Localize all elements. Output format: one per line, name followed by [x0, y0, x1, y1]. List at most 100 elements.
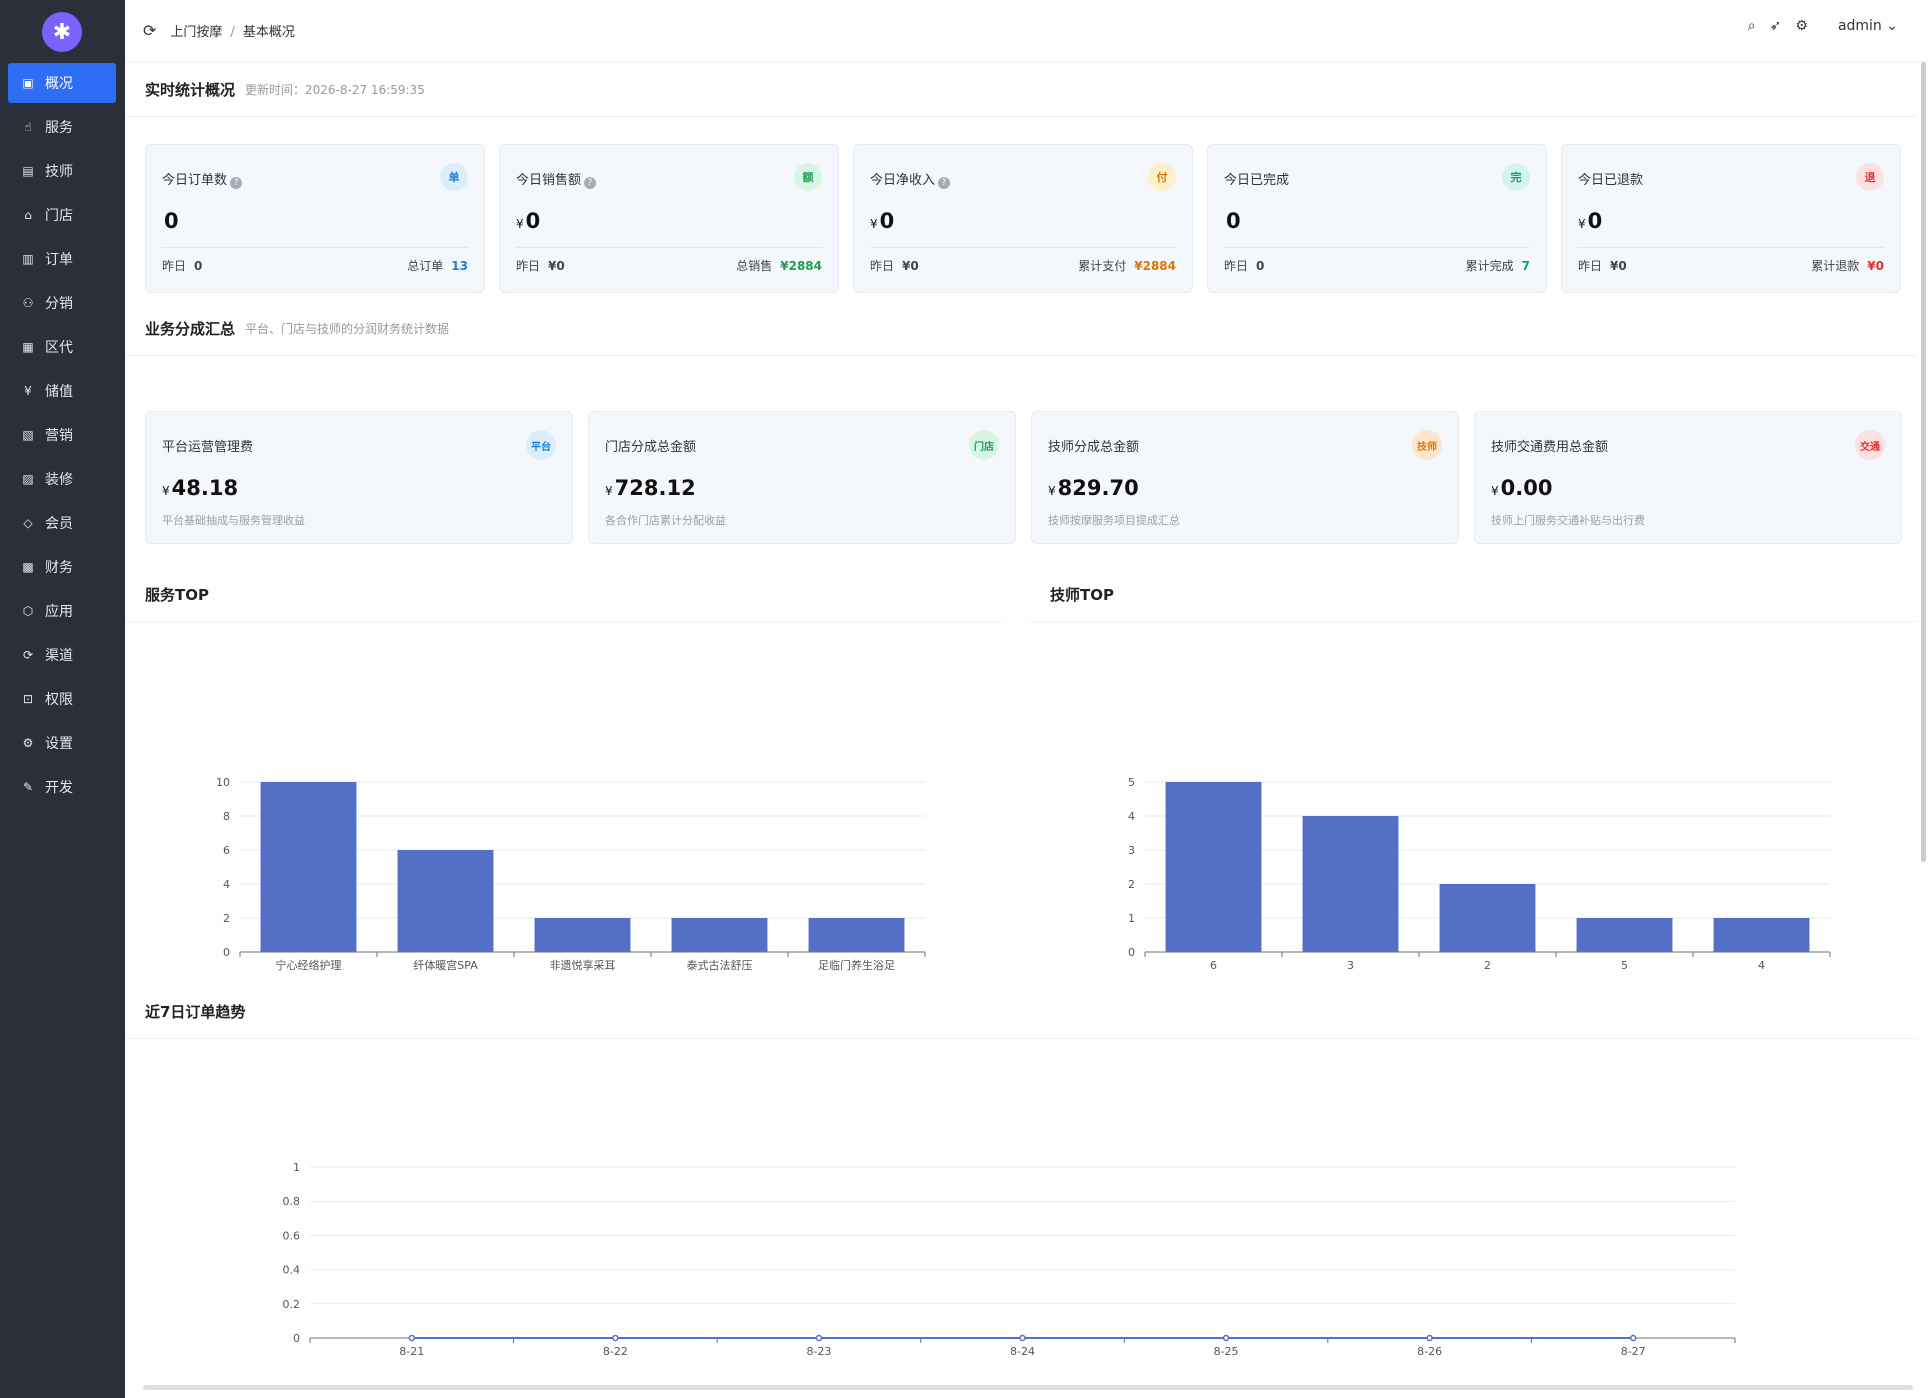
commission-card: 门店分成总金额 门店 ¥728.12 各合作门店累计分配收益 [588, 411, 1016, 544]
trend-section-header: 近7日订单趋势 [125, 984, 1917, 1039]
refresh-icon[interactable]: ⟳ [143, 21, 157, 40]
commission-value-number: 0.00 [1500, 476, 1553, 500]
currency-symbol: ¥ [1578, 217, 1586, 231]
sidebar-item[interactable]: ⚙ 设置 [8, 723, 116, 763]
sidebar-item-label: 开发 [45, 780, 73, 796]
breadcrumb-item-current: 基本概况 [242, 25, 295, 40]
commission-label: 技师分成总金额 [1048, 440, 1140, 455]
data-point [1019, 1334, 1026, 1342]
ticket-icon: ▧ [22, 428, 34, 442]
bar [397, 850, 494, 952]
yesterday-value: ¥0 [1610, 259, 1627, 273]
stat-tag: 退 [1856, 163, 1884, 191]
stat-value-number: 0 [164, 209, 179, 233]
search-icon[interactable]: ⌕ [1747, 18, 1756, 34]
stat-value-number: 0 [1226, 209, 1241, 233]
stat-value: 0 [1224, 209, 1241, 233]
tech-top-chart: 0 1 2 3 4 5 6 3 2 5 4 [1128, 776, 1831, 972]
sidebar-item[interactable]: ¥ 储值 [8, 371, 116, 411]
sidebar-item-label: 分销 [45, 296, 73, 312]
sidebar-item-label: 应用 [45, 604, 73, 620]
stat-card: 今日已退款 退 ¥0 昨日 ¥0 累计退款 ¥0 [1561, 144, 1901, 293]
stat-label: 今日已完成 [1224, 169, 1289, 188]
x-tick-label: 非遗悦享采耳 [550, 958, 616, 972]
data-point [815, 1334, 823, 1342]
sidebar-item[interactable]: ⟳ 渠道 [8, 635, 116, 675]
y-tick-label: 2 [1128, 878, 1135, 891]
horizontal-scrollbar[interactable] [143, 1385, 1913, 1390]
sidebar-item[interactable]: ☝ 服务 [8, 107, 116, 147]
stat-value: ¥0 [1578, 209, 1602, 233]
user-menu[interactable]: admin ⌄ [1838, 18, 1898, 34]
commission-value-number: 48.18 [171, 476, 239, 500]
breadcrumb-item-root[interactable]: 上门按摩 [170, 25, 223, 40]
stat-footer: 昨日 ¥0 总销售 ¥2884 [516, 257, 822, 274]
sidebar-item[interactable]: ◇ 会员 [8, 503, 116, 543]
stat-label: 今日订单数? [162, 169, 243, 189]
stat-label-text: 今日已完成 [1224, 173, 1290, 188]
sidebar-item[interactable]: ▨ 装修 [8, 459, 116, 499]
bar [1713, 918, 1810, 952]
main-content: 实时统计概况 更新时间：2026-8-27 16:59:35 今日订单数? 单 0 昨… [125, 62, 1917, 1398]
x-tick-label: 5 [1621, 959, 1628, 972]
yesterday-label: 昨日 [1224, 259, 1249, 273]
bar [1165, 782, 1262, 952]
x-tick-label: 2 [1484, 959, 1491, 972]
x-tick-label: 宁心经络护理 [276, 958, 342, 972]
rocket-icon[interactable]: ➶ [1769, 18, 1782, 34]
stat-tag: 付 [1148, 163, 1176, 191]
help-icon[interactable]: ? [584, 177, 597, 189]
stat-value-number: 0 [879, 209, 895, 233]
section-subtitle: 平台、门店与技师的分润财务统计数据 [245, 321, 450, 336]
sidebar-item-label: 会员 [45, 516, 73, 532]
sidebar-item[interactable]: ▣ 概况 [8, 63, 116, 103]
stat-label: 今日净收入? [870, 169, 951, 189]
tech-top-header: 技师TOP [1030, 567, 1917, 622]
y-tick-label: 0.6 [283, 1229, 301, 1242]
yesterday-label: 昨日 [162, 259, 187, 273]
brush-icon: ▨ [22, 472, 34, 486]
total-value: ¥2884 [1134, 259, 1176, 273]
sidebar-item[interactable]: ▤ 技师 [8, 151, 116, 191]
total-value: ¥0 [1867, 259, 1884, 273]
data-point [612, 1334, 619, 1342]
trend-chart: 0 0.2 0.4 0.6 0.8 1 8-21 8-22 8-23 8-24 8-25 8-26 8-… [283, 1161, 1736, 1358]
sidebar-item[interactable]: ▥ 订单 [8, 239, 116, 279]
stat-value: 0 [162, 209, 179, 233]
top-header: ⟳ 上门按摩 / 基本概况 ⌕ ➶ ⚙ admin ⌄ [125, 0, 1928, 62]
app-logo-icon[interactable]: ✱ [42, 12, 82, 52]
stat-footer: 昨日 ¥0 累计退款 ¥0 [1578, 257, 1884, 274]
help-icon[interactable]: ? [230, 177, 243, 189]
sidebar-item[interactable]: ⚇ 分销 [8, 283, 116, 323]
gear-icon[interactable]: ⚙ [1795, 18, 1808, 34]
bar [1439, 884, 1536, 952]
store-icon: ⌂ [24, 208, 32, 222]
stat-footer: 昨日 ¥0 累计支付 ¥2884 [870, 257, 1176, 274]
help-icon[interactable]: ? [938, 177, 951, 189]
sidebar-item-label: 门店 [45, 208, 73, 224]
y-tick-label: 0 [223, 946, 230, 959]
x-tick-label: 4 [1758, 959, 1765, 972]
sidebar-item[interactable]: ✎ 开发 [8, 767, 116, 807]
total-label: 总销售 [736, 259, 773, 273]
sidebar-item-label: 储值 [45, 384, 73, 400]
sidebar-item[interactable]: ⊡ 权限 [8, 679, 116, 719]
vertical-scrollbar[interactable] [1921, 62, 1926, 862]
stat-value: ¥0 [516, 209, 540, 233]
x-tick-label: 8-24 [1010, 1345, 1035, 1358]
section-title: 业务分成汇总 [145, 319, 236, 338]
sidebar-item[interactable]: ▧ 营销 [8, 415, 116, 455]
x-tick-label: 足临门养生浴足 [818, 958, 895, 972]
y-tick-label: 0 [1128, 946, 1135, 959]
total-value: 7 [1521, 259, 1530, 273]
x-tick-label: 8-21 [399, 1345, 424, 1358]
sidebar-item[interactable]: ▩ 财务 [8, 547, 116, 587]
stat-tag: 额 [794, 163, 822, 191]
data-point [1629, 1334, 1637, 1342]
bar [534, 918, 631, 952]
sidebar-item[interactable]: ⌂ 门店 [8, 195, 116, 235]
yesterday-value: 0 [194, 259, 203, 273]
commission-tag: 门店 [969, 430, 999, 460]
sidebar-item[interactable]: ▦ 区代 [8, 327, 116, 367]
sidebar-item[interactable]: ⬡ 应用 [8, 591, 116, 631]
